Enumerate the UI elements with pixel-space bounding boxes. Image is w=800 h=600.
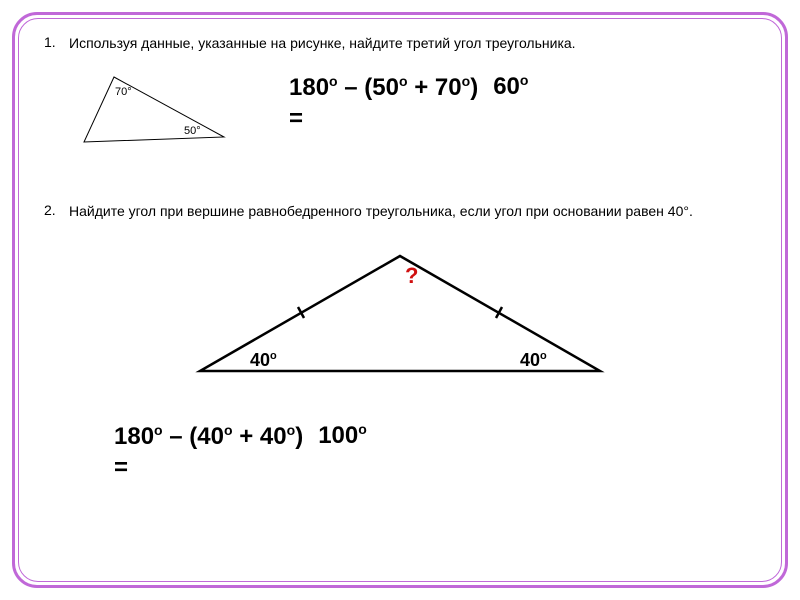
triangle1-angle-top: 70°: [115, 86, 132, 98]
inner-frame: 1. Используя данные, указанные на рисунк…: [18, 18, 782, 582]
triangle2-container: ? 40o 40o: [44, 241, 756, 396]
problem1-number: 1.: [44, 34, 69, 50]
problem1-header: 1. Используя данные, указанные на рисунк…: [44, 34, 756, 54]
problem1-content: 70° 50° 180o – (50o + 70o) = 60o: [69, 62, 756, 162]
problem1-solution: 180o – (50o + 70o) = 60o: [289, 72, 528, 134]
triangle2-diagram: ? 40o 40o: [180, 241, 620, 391]
triangle1-diagram: 70° 50°: [69, 62, 229, 162]
problem2-number: 2.: [44, 202, 69, 218]
problem2-solution: 180o – (40o + 40o) = 100o: [114, 421, 756, 483]
problem2-answer: 100o: [318, 421, 367, 450]
triangle2-right-angle: 40o: [520, 350, 547, 370]
outer-frame: 1. Используя данные, указанные на рисунк…: [12, 12, 788, 588]
triangle2-left-angle: 40o: [250, 350, 277, 370]
problem1-answer: 60o: [493, 72, 528, 101]
triangle1-angle-right: 50°: [184, 125, 201, 137]
problem1-text: Используя данные, указанные на рисунке, …: [69, 34, 576, 54]
triangle2-apex-label: ?: [405, 263, 418, 288]
problem1-formula: 180o – (50o + 70o) =: [289, 72, 478, 134]
problem2-text: Найдите угол при вершине равнобедренного…: [69, 202, 693, 222]
problem2-header: 2. Найдите угол при вершине равнобедренн…: [44, 202, 756, 222]
problem2-formula: 180o – (40o + 40o) =: [114, 421, 303, 483]
